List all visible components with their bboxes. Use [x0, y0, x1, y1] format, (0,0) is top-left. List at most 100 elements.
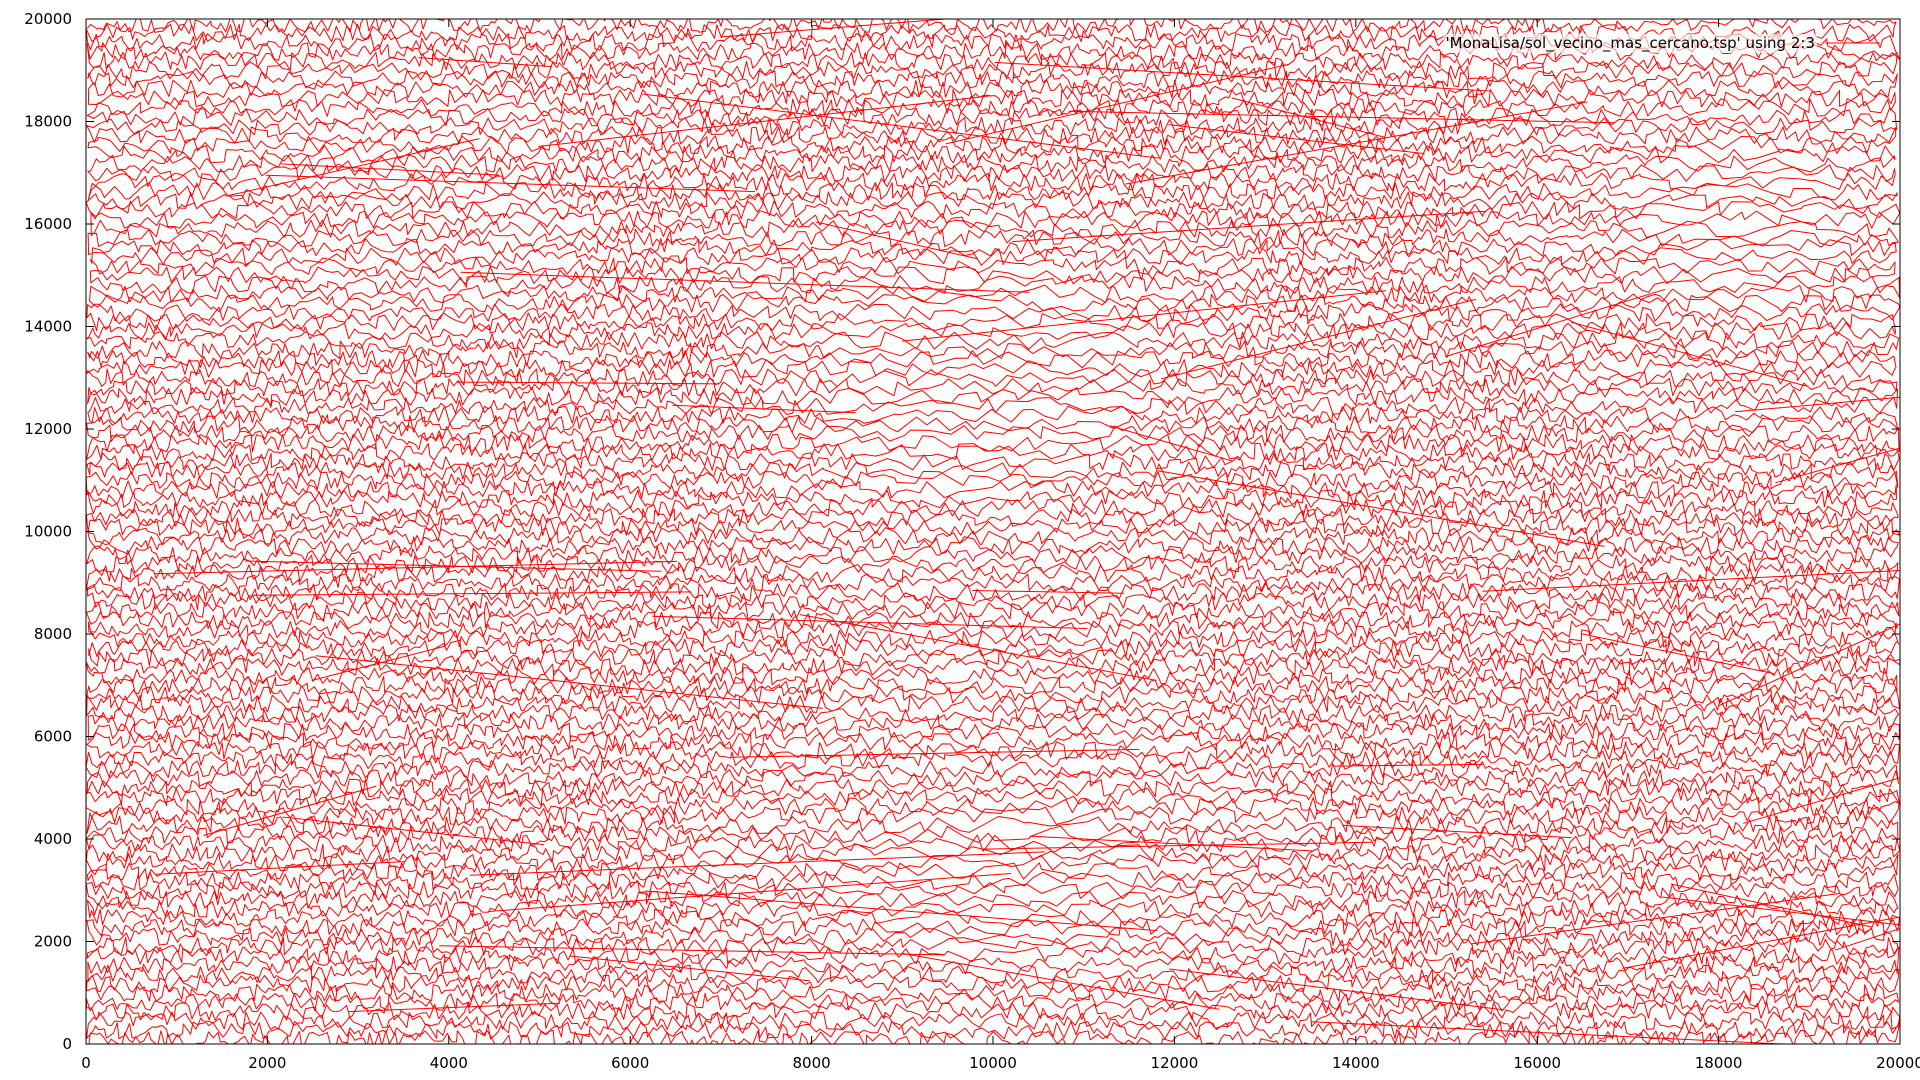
series-tour-segment-9 [86, 52, 1898, 173]
x-tick-label: 20000 [1876, 1054, 1920, 1072]
x-tick-label: 12000 [1151, 1054, 1199, 1072]
series-tour-jump [1125, 101, 1588, 185]
series-tour-jump [469, 851, 1045, 876]
series-tour-jump [645, 890, 1158, 932]
series-tour-jump [1622, 916, 1900, 969]
series-tour-jump [1168, 124, 1425, 155]
series-tour-jump [721, 19, 946, 38]
series-tour-jump [994, 61, 1491, 92]
series-tour-jump [1012, 210, 1486, 243]
series-tour-jump [672, 404, 856, 414]
series-tour-jump [155, 861, 405, 875]
series-tour-jump [245, 560, 662, 572]
legend: 'MonaLisa/sol_vecino_mas_cercano.tsp' us… [1443, 34, 1880, 53]
series-tour-jump [229, 138, 480, 196]
series-tour-jump [1775, 447, 1900, 484]
series-tour-jump [1342, 824, 1572, 839]
series-tour-jump [1444, 288, 1666, 358]
series-tour-jump [1717, 623, 1900, 707]
series-tour-jump [281, 163, 500, 176]
series-tour-jump [1570, 321, 1807, 387]
series-tour-jump [1161, 298, 1477, 380]
series-tour-segment-6 [86, 380, 1900, 499]
x-tick-label: 14000 [1332, 1054, 1380, 1072]
series-tour-jump [1157, 470, 1605, 547]
series-tour-jump [902, 290, 1387, 342]
series-tour-jump [1661, 896, 1900, 926]
y-tick-label: 20000 [24, 10, 72, 28]
legend-entry-label: 'MonaLisa/sol_vecino_mas_cercano.tsp' us… [1446, 34, 1816, 53]
series-tour-jump [652, 615, 1088, 630]
x-tick-label: 16000 [1513, 1054, 1561, 1072]
x-tick-label: 10000 [969, 1054, 1017, 1072]
y-tick-label: 14000 [24, 318, 72, 336]
series-tour-jump [1311, 1021, 1783, 1044]
series-tour-jump [266, 174, 756, 193]
series-tour-jump [488, 872, 1011, 912]
series-tour-jump [203, 785, 377, 836]
series-tour-jump [282, 816, 544, 846]
series-tour-segment-2 [86, 750, 1900, 863]
series-tour-jump [1735, 396, 1900, 413]
series-tour-jump [311, 645, 446, 681]
series-tour-jump [418, 57, 552, 68]
series-tour-jump [1110, 425, 1233, 462]
y-tick-label: 4000 [34, 830, 72, 848]
series-tour-jump [315, 655, 823, 709]
y-axis: 0 2000 4000 6000 8000 10000 12000 14000 16000 180… [24, 10, 1900, 1053]
series-tour-segment-3 [86, 657, 1900, 769]
series-tour-jump [1169, 968, 1503, 1011]
y-tick-label: 18000 [24, 113, 72, 131]
series-tour-jump [983, 841, 1372, 850]
series-tour-jump [730, 748, 1140, 758]
x-tick-label: 0 [81, 1054, 91, 1072]
series-tour-jump [460, 271, 1030, 293]
x-tick-label: 4000 [430, 1054, 468, 1072]
series-tour-jump [439, 945, 945, 956]
series-tour-jump [1333, 763, 1483, 767]
series-tour-segment-8 [86, 154, 1900, 285]
series-tour-jump [1068, 110, 1616, 124]
series-tour-jump [253, 591, 692, 596]
series-tour-jump [1670, 883, 1872, 928]
y-tick-label: 12000 [24, 420, 72, 438]
x-tick-label: 18000 [1695, 1054, 1743, 1072]
y-tick-label: 16000 [24, 215, 72, 233]
series-tour-jump [569, 955, 811, 982]
legend-background [1443, 34, 1817, 53]
series-tour-jump [1743, 777, 1900, 824]
series-tour-jump [153, 560, 678, 575]
plot-area [86, 19, 1900, 1044]
series-tour-segment-4 [86, 573, 1900, 676]
series-tour-jump [815, 221, 978, 260]
series-tour-jump [972, 590, 1125, 594]
series-tour-jump [642, 93, 1159, 159]
x-axis: 0 2000 4000 6000 8000 10000 12000 14000 16000 180… [81, 19, 1920, 1072]
series-tour-segment-10 [86, 19, 1900, 71]
y-tick-label: 0 [62, 1035, 72, 1053]
x-tick-label: 2000 [248, 1054, 286, 1072]
series-tour-jump [799, 614, 1157, 681]
y-tick-label: 2000 [34, 933, 72, 951]
series-tour-jump [902, 952, 1220, 1010]
series-tour-jump [1581, 633, 1775, 675]
x-tick-label: 6000 [611, 1054, 649, 1072]
series-tour-jump [1482, 570, 1900, 592]
series-tour-segment-5 [86, 480, 1900, 592]
y-tick-label: 10000 [24, 523, 72, 541]
series-tour-segment-0 [86, 946, 1900, 1044]
series-tour-segment-7 [86, 266, 1900, 397]
series-tour-jump [1835, 928, 1900, 951]
y-tick-label: 8000 [34, 625, 72, 643]
series-tour-jump [348, 1002, 560, 1013]
series-tour-segment-1 [86, 843, 1900, 965]
series-tour-jump [945, 63, 1290, 145]
series-tour-jump [1029, 835, 1314, 852]
y-tick-label: 6000 [34, 728, 72, 746]
series-tour-jump [457, 381, 720, 385]
series-tour-jump [538, 95, 991, 147]
x-tick-label: 8000 [793, 1054, 831, 1072]
series-tour-jump [1231, 97, 1386, 138]
